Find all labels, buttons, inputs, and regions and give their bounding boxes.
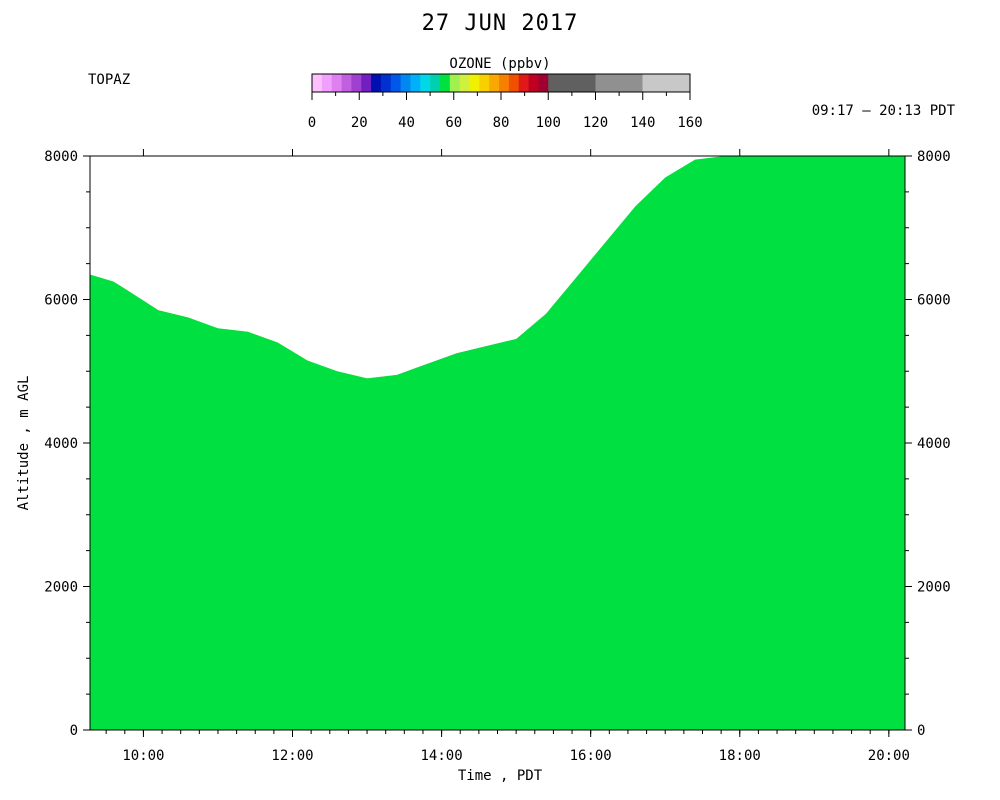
colorbar-swatch bbox=[380, 74, 392, 92]
x-axis-label: Time , PDT bbox=[458, 768, 543, 784]
colorbar-tick-label: 120 bbox=[583, 115, 608, 131]
colorbar-tick-label: 100 bbox=[536, 115, 561, 131]
colorbar-swatch bbox=[420, 74, 431, 92]
colorbar-label: OZONE (ppbv) bbox=[449, 56, 550, 72]
colorbar-swatch bbox=[371, 74, 382, 92]
colorbar-swatch bbox=[321, 74, 333, 92]
colorbar-swatch bbox=[595, 74, 643, 92]
chart-title: 27 JUN 2017 bbox=[422, 11, 579, 36]
colorbar bbox=[311, 73, 691, 93]
y-tick-label-left: 6000 bbox=[44, 293, 78, 309]
y-tick-label-left: 0 bbox=[70, 723, 78, 739]
colorbar-swatch bbox=[351, 74, 362, 92]
colorbar-tick-label: 140 bbox=[630, 115, 655, 131]
colorbar-swatch bbox=[331, 74, 342, 92]
y-tick-label-left: 8000 bbox=[44, 149, 78, 165]
colorbar-tick-label: 40 bbox=[398, 115, 415, 131]
colorbar-swatch bbox=[390, 74, 401, 92]
plot-area bbox=[90, 156, 905, 730]
axes: 10:00 12:00 14:00 16:00 18:00 20:00 0 0 2000 2000… bbox=[44, 149, 951, 764]
y-axis-label: Altitude , m AGL bbox=[16, 376, 32, 511]
colorbar-swatch bbox=[341, 74, 352, 92]
colorbar-swatch bbox=[469, 74, 480, 92]
colorbar-swatch bbox=[528, 74, 539, 92]
y-tick-label-left: 2000 bbox=[44, 580, 78, 596]
y-tick-label-right: 2000 bbox=[917, 580, 951, 596]
colorbar-tick-label: 0 bbox=[308, 115, 316, 131]
station-label: TOPAZ bbox=[88, 72, 130, 88]
colorbar-swatch bbox=[538, 74, 549, 92]
colorbar-tick-label: 60 bbox=[445, 115, 462, 131]
colorbar-tick-label: 160 bbox=[677, 115, 702, 131]
colorbar-tick-label: 80 bbox=[493, 115, 510, 131]
colorbar-swatch bbox=[312, 74, 323, 92]
colorbar-swatch bbox=[548, 74, 596, 92]
y-tick-label-right: 6000 bbox=[917, 293, 951, 309]
colorbar-swatch bbox=[479, 74, 490, 92]
colorbar-swatch bbox=[430, 74, 441, 92]
time-range-label: 09:17 – 20:13 PDT bbox=[812, 103, 956, 119]
colorbar-swatch bbox=[642, 74, 690, 92]
y-tick-label-right: 4000 bbox=[917, 436, 951, 452]
y-tick-label-right: 0 bbox=[917, 723, 925, 739]
heatmap-background bbox=[90, 156, 905, 730]
y-tick-label-left: 4000 bbox=[44, 436, 78, 452]
x-tick-label: 18:00 bbox=[719, 748, 761, 764]
colorbar-swatch bbox=[449, 74, 461, 92]
colorbar-swatch bbox=[361, 74, 372, 92]
y-tick-label-right: 8000 bbox=[917, 149, 951, 165]
colorbar-swatch bbox=[518, 74, 529, 92]
x-tick-label: 12:00 bbox=[271, 748, 313, 764]
colorbar-swatch bbox=[410, 74, 421, 92]
x-tick-label: 10:00 bbox=[122, 748, 164, 764]
colorbar-tick-label: 20 bbox=[351, 115, 368, 131]
colorbar-swatch bbox=[499, 74, 510, 92]
ozone-heatmap bbox=[90, 156, 905, 730]
x-tick-label: 20:00 bbox=[868, 748, 910, 764]
colorbar-swatch bbox=[400, 74, 411, 92]
colorbar-swatch bbox=[439, 74, 451, 92]
colorbar-swatch bbox=[459, 74, 470, 92]
colorbar-swatch bbox=[489, 74, 500, 92]
x-tick-label: 16:00 bbox=[570, 748, 612, 764]
colorbar-swatch bbox=[508, 74, 520, 92]
x-tick-label: 14:00 bbox=[421, 748, 463, 764]
colorbar-ticks: 0 20 40 60 80 100 120 140 160 bbox=[308, 92, 703, 131]
